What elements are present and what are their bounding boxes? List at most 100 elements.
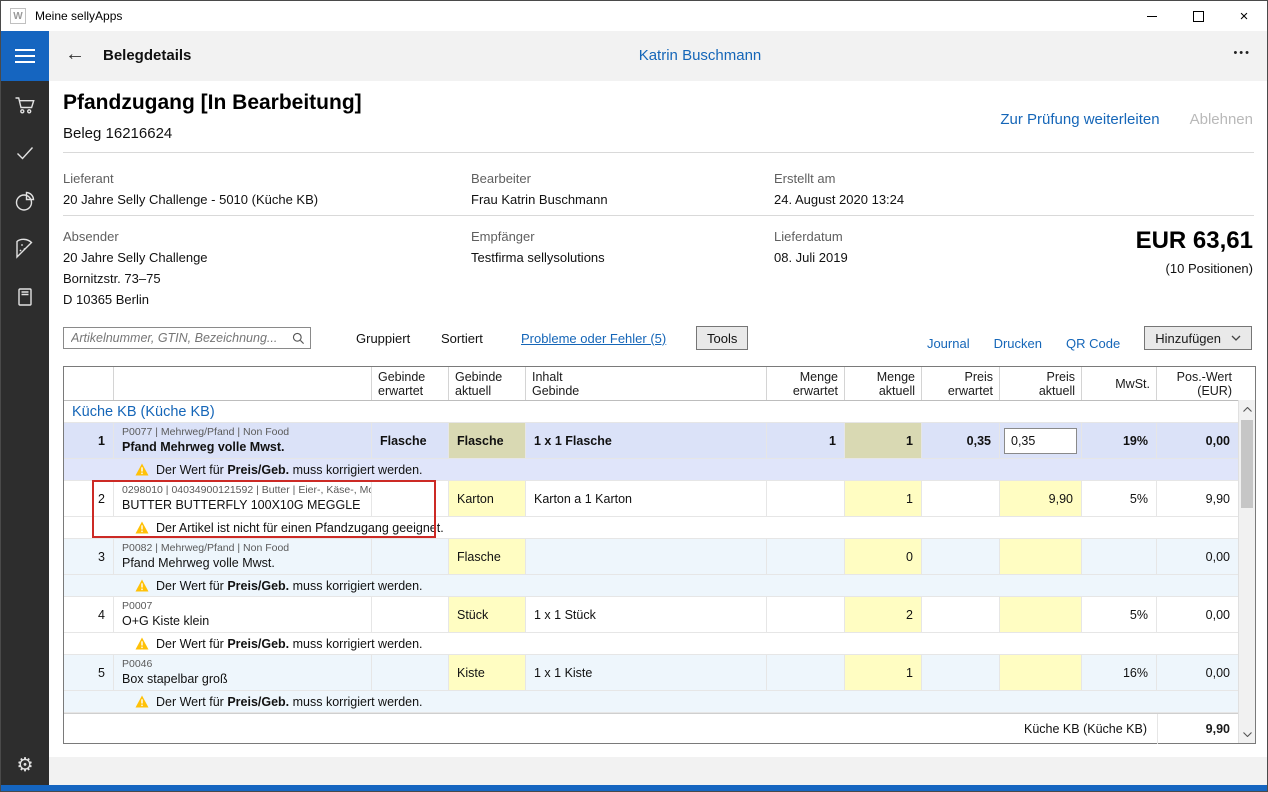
cell-preis-aktuell xyxy=(1000,423,1082,458)
cell-pos-wert: 9,90 xyxy=(1157,481,1238,516)
cell-preis-aktuell[interactable] xyxy=(1000,597,1082,632)
cell-preis-aktuell[interactable] xyxy=(1000,655,1082,690)
reject-button[interactable]: Ablehnen xyxy=(1190,111,1253,128)
col-menge-aktuell[interactable]: Mengeaktuell xyxy=(845,367,922,400)
cell-mwst xyxy=(1082,539,1157,574)
cart-icon xyxy=(13,93,37,117)
empfaenger-label: Empfänger xyxy=(471,229,535,244)
probleme-fehler-link[interactable]: Probleme oder Fehler (5) xyxy=(521,331,666,346)
cell-preis-aktuell[interactable] xyxy=(1000,539,1082,574)
cell-menge-aktuell[interactable]: 1 xyxy=(845,423,922,458)
minimize-button[interactable] xyxy=(1129,1,1175,31)
sidebar-item-orders[interactable] xyxy=(1,81,49,129)
sidebar-item-journal[interactable] xyxy=(1,273,49,321)
back-button[interactable]: ← xyxy=(65,43,85,66)
hamburger-icon xyxy=(15,49,35,51)
cell-menge-aktuell[interactable]: 0 xyxy=(845,539,922,574)
total-positions: (10 Positionen) xyxy=(1166,261,1253,276)
cell-inhalt: 1 x 1 Stück xyxy=(526,597,767,632)
page-title: Belegdetails xyxy=(103,47,191,64)
cell-gebinde-erwartet xyxy=(372,597,449,632)
col-artikel[interactable] xyxy=(114,367,372,400)
absender-line2: Bornitzstr. 73–75 xyxy=(63,271,161,286)
vertical-scrollbar[interactable] xyxy=(1238,400,1255,743)
cell-gebinde-aktuell[interactable]: Stück xyxy=(449,597,526,632)
cell-gebinde-aktuell[interactable]: Kiste xyxy=(449,655,526,690)
document-number: Beleg 16216624 xyxy=(63,125,172,142)
menu-button[interactable] xyxy=(1,31,49,81)
hinzufuegen-button[interactable]: Hinzufügen xyxy=(1144,326,1252,350)
col-menge-erwartet[interactable]: Mengeerwartet xyxy=(767,367,845,400)
group-header: Küche KB (Küche KB) xyxy=(64,401,1255,423)
qr-code-link[interactable]: QR Code xyxy=(1066,336,1120,351)
cell-gebinde-aktuell[interactable]: Flasche xyxy=(449,423,526,458)
gear-icon: ⚙ xyxy=(16,755,33,776)
cell-inhalt: 1 x 1 Kiste xyxy=(526,655,767,690)
pizza-icon xyxy=(13,237,37,261)
col-preis-aktuell[interactable]: Preisaktuell xyxy=(1000,367,1082,400)
cell-menge-aktuell[interactable]: 1 xyxy=(845,481,922,516)
sidebar-item-statistics[interactable] xyxy=(1,177,49,225)
scroll-down-button[interactable] xyxy=(1239,726,1255,742)
col-gebinde-erwartet[interactable]: Gebindeerwartet xyxy=(372,367,449,400)
empfaenger-value: Testfirma sellysolutions xyxy=(471,250,605,265)
sidebar-item-food[interactable] xyxy=(1,225,49,273)
cell-gebinde-aktuell[interactable]: Karton xyxy=(449,481,526,516)
titlebar: W Meine sellyApps × xyxy=(1,1,1267,31)
scrollbar-thumb[interactable] xyxy=(1241,420,1253,508)
maximize-button[interactable] xyxy=(1175,1,1221,31)
scroll-up-button[interactable] xyxy=(1239,401,1255,417)
positions-table: Gebindeerwartet Gebindeaktuell InhaltGeb… xyxy=(63,366,1256,744)
cell-inhalt xyxy=(526,539,767,574)
col-gebinde-aktuell[interactable]: Gebindeaktuell xyxy=(449,367,526,400)
cell-mwst: 5% xyxy=(1082,597,1157,632)
chevron-down-icon xyxy=(1243,732,1252,737)
user-link[interactable]: Katrin Buschmann xyxy=(639,47,762,64)
close-icon: × xyxy=(1240,9,1249,24)
col-pos-wert[interactable]: Pos.-Wert(EUR) xyxy=(1157,367,1238,400)
table-row[interactable]: 5 P0046Box stapelbar groß Kiste 1 x 1 Ki… xyxy=(64,655,1255,691)
cell-preis-erwartet xyxy=(922,539,1000,574)
cell-nr: 4 xyxy=(64,597,114,632)
gruppiert-selector[interactable]: Gruppiert xyxy=(356,331,410,346)
table-row[interactable]: 1 P0077 | Mehrweg/Pfand | Non FoodPfand … xyxy=(64,423,1255,459)
table-row[interactable]: 2 0298010 | 04034900121592 | Butter | Ei… xyxy=(64,481,1255,517)
table-row[interactable]: 3 P0082 | Mehrweg/Pfand | Non FoodPfand … xyxy=(64,539,1255,575)
journal-link[interactable]: Journal xyxy=(927,336,970,351)
col-inhalt-gebinde[interactable]: InhaltGebinde xyxy=(526,367,767,400)
col-mwst[interactable]: MwSt. xyxy=(1082,367,1157,400)
cell-artikel: P0046Box stapelbar groß xyxy=(114,655,372,690)
forward-review-button[interactable]: Zur Prüfung weiterleiten xyxy=(1000,111,1159,128)
sortiert-selector[interactable]: Sortiert xyxy=(441,331,483,346)
drucken-link[interactable]: Drucken xyxy=(994,336,1042,351)
cell-preis-aktuell[interactable]: 9,90 xyxy=(1000,481,1082,516)
footer-group-label: Küche KB (Küche KB) xyxy=(64,722,1157,736)
cell-mwst: 5% xyxy=(1082,481,1157,516)
settings-button[interactable]: ⚙ xyxy=(1,754,49,777)
cell-preis-erwartet xyxy=(922,655,1000,690)
erstellt-label: Erstellt am xyxy=(774,171,835,186)
lieferant-label: Lieferant xyxy=(63,171,114,186)
app-icon-glyph: W xyxy=(13,11,22,22)
minimize-icon xyxy=(1147,16,1157,17)
tools-button[interactable]: Tools xyxy=(696,326,748,350)
cell-menge-aktuell[interactable]: 2 xyxy=(845,597,922,632)
divider xyxy=(63,152,1254,153)
warning-icon xyxy=(135,521,149,534)
sidebar-item-approvals[interactable] xyxy=(1,129,49,177)
app-header: ← Belegdetails Katrin Buschmann ••• xyxy=(1,31,1267,81)
warning-icon xyxy=(135,637,149,650)
table-row[interactable]: 4 P0007O+G Kiste klein Stück 1 x 1 Stück… xyxy=(64,597,1255,633)
col-preis-erwartet[interactable]: Preiserwartet xyxy=(922,367,1000,400)
search-icon xyxy=(291,331,305,345)
preis-aktuell-input[interactable] xyxy=(1004,428,1077,454)
close-button[interactable]: × xyxy=(1221,1,1267,31)
app-window: W Meine sellyApps × ← Belegdetails Katri… xyxy=(0,0,1268,792)
cell-gebinde-aktuell[interactable]: Flasche xyxy=(449,539,526,574)
col-rownum[interactable] xyxy=(64,367,114,400)
cell-menge-aktuell[interactable]: 1 xyxy=(845,655,922,690)
row-warning: Der Artikel ist nicht für einen Pfandzug… xyxy=(64,517,1255,539)
search-input[interactable] xyxy=(63,327,311,349)
maximize-icon xyxy=(1193,11,1204,22)
more-button[interactable]: ••• xyxy=(1233,47,1251,59)
